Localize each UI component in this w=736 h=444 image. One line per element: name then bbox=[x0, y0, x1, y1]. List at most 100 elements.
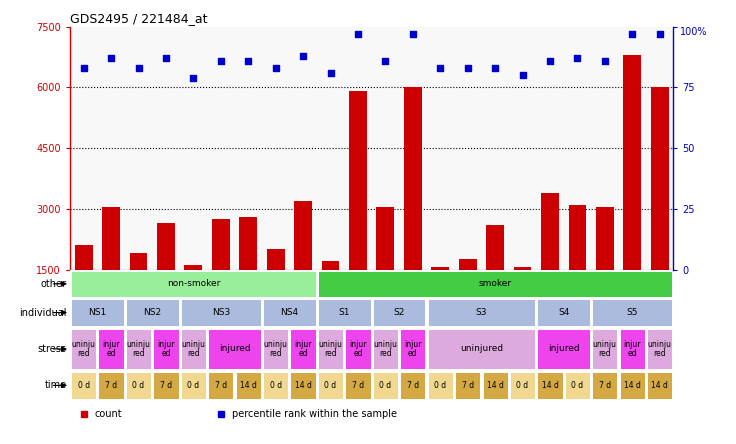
Point bbox=[297, 52, 309, 59]
Text: 7 d: 7 d bbox=[105, 381, 117, 390]
Text: 0 d: 0 d bbox=[571, 381, 584, 390]
Bar bbox=[75, 245, 93, 330]
Bar bbox=[126, 329, 151, 369]
Text: injured: injured bbox=[548, 345, 579, 353]
Text: S1: S1 bbox=[339, 308, 350, 317]
Point bbox=[626, 30, 638, 37]
Point bbox=[352, 30, 364, 37]
Text: 100%: 100% bbox=[679, 27, 707, 37]
Bar bbox=[514, 267, 531, 330]
Bar bbox=[647, 329, 673, 369]
Point bbox=[407, 30, 419, 37]
Bar bbox=[568, 205, 587, 330]
Text: injur
ed: injur ed bbox=[623, 341, 641, 357]
Text: S5: S5 bbox=[626, 308, 638, 317]
Text: uninju
red: uninju red bbox=[373, 341, 397, 357]
Bar bbox=[157, 223, 175, 330]
Bar bbox=[349, 91, 367, 330]
Bar bbox=[99, 329, 124, 369]
Text: S4: S4 bbox=[558, 308, 570, 317]
Bar bbox=[318, 299, 371, 326]
Text: count: count bbox=[95, 408, 122, 419]
Bar bbox=[372, 372, 398, 399]
Text: individual: individual bbox=[19, 308, 67, 317]
Text: NS3: NS3 bbox=[212, 308, 230, 317]
Text: other: other bbox=[41, 279, 67, 289]
Text: 14 d: 14 d bbox=[651, 381, 668, 390]
Bar bbox=[181, 299, 261, 326]
Point bbox=[461, 64, 473, 71]
Point bbox=[544, 57, 556, 64]
Bar bbox=[592, 372, 618, 399]
Text: 0 d: 0 d bbox=[325, 381, 336, 390]
Text: 7 d: 7 d bbox=[352, 381, 364, 390]
Bar bbox=[294, 201, 312, 330]
Text: uninju
red: uninju red bbox=[319, 341, 342, 357]
Point bbox=[572, 55, 584, 62]
Bar bbox=[620, 329, 645, 369]
Point bbox=[160, 55, 171, 62]
Point bbox=[489, 64, 501, 71]
Text: NS4: NS4 bbox=[280, 308, 298, 317]
Bar bbox=[623, 55, 641, 330]
Text: 0 d: 0 d bbox=[379, 381, 392, 390]
Text: 0 d: 0 d bbox=[187, 381, 199, 390]
Bar bbox=[130, 254, 147, 330]
Text: smoker: smoker bbox=[478, 279, 512, 288]
Text: S3: S3 bbox=[475, 308, 487, 317]
Text: 7 d: 7 d bbox=[215, 381, 227, 390]
Text: 0 d: 0 d bbox=[269, 381, 282, 390]
Bar bbox=[372, 329, 398, 369]
Bar bbox=[102, 207, 120, 330]
Text: 14 d: 14 d bbox=[542, 381, 559, 390]
Bar bbox=[431, 267, 449, 330]
Bar bbox=[263, 299, 316, 326]
Bar bbox=[428, 372, 453, 399]
Text: 0 d: 0 d bbox=[434, 381, 446, 390]
Text: uninjured: uninjured bbox=[460, 345, 503, 353]
Bar bbox=[345, 372, 371, 399]
Text: 7 d: 7 d bbox=[461, 381, 474, 390]
Bar bbox=[459, 259, 477, 330]
Text: injur
ed: injur ed bbox=[158, 341, 174, 357]
Bar bbox=[318, 372, 343, 399]
Bar bbox=[153, 372, 179, 399]
Text: percentile rank within the sample: percentile rank within the sample bbox=[232, 408, 397, 419]
Text: 0 d: 0 d bbox=[517, 381, 528, 390]
Text: uninju
red: uninju red bbox=[263, 341, 288, 357]
Text: time: time bbox=[45, 381, 67, 390]
Text: NS1: NS1 bbox=[88, 308, 107, 317]
Bar bbox=[400, 372, 425, 399]
Bar bbox=[239, 217, 257, 330]
Text: 7 d: 7 d bbox=[407, 381, 419, 390]
Text: injur
ed: injur ed bbox=[404, 341, 422, 357]
Text: uninju
red: uninju red bbox=[71, 341, 96, 357]
Bar bbox=[400, 329, 425, 369]
Text: NS2: NS2 bbox=[144, 308, 161, 317]
Bar bbox=[541, 193, 559, 330]
Text: S2: S2 bbox=[394, 308, 405, 317]
Bar bbox=[428, 299, 535, 326]
Text: uninju
red: uninju red bbox=[127, 341, 150, 357]
Text: 0 d: 0 d bbox=[77, 381, 90, 390]
Text: 7 d: 7 d bbox=[160, 381, 172, 390]
Bar bbox=[181, 372, 206, 399]
Bar bbox=[537, 299, 590, 326]
Bar bbox=[404, 87, 422, 330]
Text: uninju
red: uninju red bbox=[648, 341, 672, 357]
Bar bbox=[372, 299, 425, 326]
Bar bbox=[126, 299, 179, 326]
Bar bbox=[537, 372, 562, 399]
Bar bbox=[647, 372, 673, 399]
Bar bbox=[483, 372, 508, 399]
Bar bbox=[651, 87, 668, 330]
Text: 14 d: 14 d bbox=[294, 381, 311, 390]
Bar bbox=[208, 329, 261, 369]
Bar bbox=[510, 372, 535, 399]
Bar bbox=[126, 372, 151, 399]
Bar bbox=[592, 329, 618, 369]
Point bbox=[132, 64, 144, 71]
Text: 0 d: 0 d bbox=[132, 381, 144, 390]
Bar bbox=[99, 372, 124, 399]
Text: uninju
red: uninju red bbox=[593, 341, 617, 357]
